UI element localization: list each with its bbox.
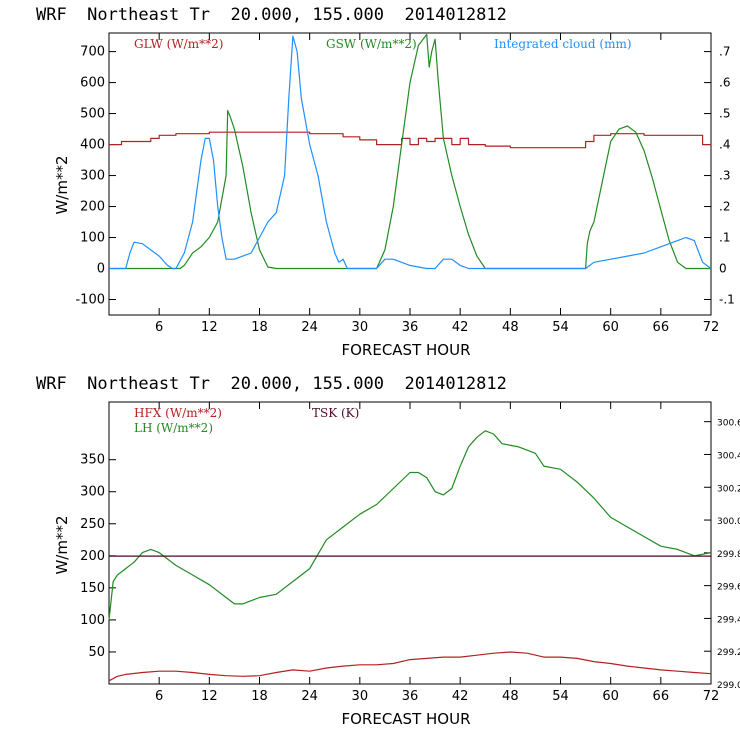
chart-2-x-tick-label: 6	[155, 689, 163, 704]
chart-1-y2-tick-label: .2	[719, 200, 730, 214]
chart-1-y-tick-label: 200	[80, 200, 105, 215]
chart-2-y-axis-label: W/m**2	[53, 515, 71, 574]
chart-1-y-tick-label: 100	[80, 231, 105, 246]
chart-2-x-tick-label: 48	[502, 689, 519, 704]
chart-1-x-tick-label: 72	[703, 320, 720, 335]
chart-2-y2-tick-label: 299.6	[717, 583, 740, 593]
chart-1-series-integrated-line	[109, 35, 712, 270]
chart-2-legend-hfx: HFX (W/m**2)	[134, 406, 222, 420]
chart-1-x-tick-label: 54	[552, 320, 569, 335]
chart-1-x-ticks: 6 12 18 24 30 36 42 48 54 60 66 72	[155, 33, 719, 335]
chart-2-legend-lh: LH (W/m**2)	[134, 421, 213, 435]
chart-1-series-gsw-line	[109, 33, 711, 270]
chart-2-x-axis-label: FORECAST HOUR	[341, 710, 470, 728]
chart-2-y2-tick-label: 300.6	[717, 419, 740, 429]
chart-1-y-tick-label: 300	[80, 169, 105, 184]
chart-1-legend-cloud: Integrated cloud (mm)	[494, 37, 632, 51]
chart-2-y-ticks: 50 100 150 200 250 300 350	[80, 453, 116, 660]
chart-2-y-tick-label: 250	[80, 517, 105, 532]
chart-1-x-tick-label: 6	[155, 320, 163, 335]
chart-2-series-lh-line	[108, 430, 712, 620]
chart-2-x-tick-label: 72	[703, 689, 720, 704]
chart-2-x-ticks: 6 12 18 24 30 36 42 48 54 60 66 72	[155, 402, 719, 704]
chart-1-y-tick-label: 0	[97, 262, 105, 277]
chart-2-y2-tick-label: 299.8	[717, 550, 740, 560]
chart-1-y-axis-label: W/m**2	[53, 155, 71, 214]
chart-1-x-tick-label: 12	[201, 320, 218, 335]
chart-2-x-tick-label: 42	[452, 689, 469, 704]
chart-1-y-tick-label: 500	[80, 107, 105, 122]
chart-1-x-tick-label: 24	[301, 320, 318, 335]
chart-2-y-tick-label: 100	[80, 613, 105, 628]
chart-2-y2-tick-label: 299.4	[717, 615, 740, 625]
chart-2-y2-ticks: 299.0 299.2 299.4 299.6 299.8 300.0 300.2 300.4…	[704, 419, 740, 691]
chart-1-x-tick-label: 60	[602, 320, 619, 335]
chart-1-series-glw-line	[109, 131, 711, 149]
chart-2-y-tick-label: 200	[80, 549, 105, 564]
chart-1-y-tick-label: 700	[80, 45, 105, 60]
chart-1-y2-tick-label: .6	[719, 76, 730, 90]
chart-1-y-ticks: -100 0 100 200 300 400 500 600 700	[75, 45, 116, 308]
chart-2-title: WRF Northeast Tr 20.000, 155.000 2014012…	[36, 374, 507, 394]
chart-2-x-tick-label: 60	[602, 689, 619, 704]
chart-2-x-tick-label: 66	[653, 689, 670, 704]
chart-1-title: WRF Northeast Tr 20.000, 155.000 2014012…	[36, 5, 507, 25]
chart-1-y-tick-label: -100	[75, 293, 105, 308]
chart-1-legend-gsw: GSW (W/m**2)	[326, 37, 417, 51]
chart-2-legend-tsk: TSK (K)	[312, 406, 359, 420]
chart-2-x-tick-label: 12	[201, 689, 218, 704]
chart-1-y2-tick-label: .4	[719, 138, 730, 152]
chart-1-legend-glw: GLW (W/m**2)	[134, 37, 223, 51]
chart-2-x-tick-label: 54	[552, 689, 569, 704]
chart-2-y2-tick-label: 300.2	[717, 484, 740, 494]
chart-1-x-tick-label: 18	[251, 320, 268, 335]
chart-1-series	[109, 33, 712, 270]
chart-1-y2-ticks: -.1 0 .1 .2 .3 .4 .5 .6 .7	[704, 45, 735, 307]
chart-1-y2-tick-label: .3	[719, 169, 730, 183]
chart-1-x-tick-label: 30	[352, 320, 369, 335]
chart-1-x-axis-label: FORECAST HOUR	[341, 341, 470, 359]
chart-2-y-tick-label: 150	[80, 581, 105, 596]
chart-1-y2-tick-label: -.1	[719, 293, 735, 307]
chart-1-x-tick-label: 36	[402, 320, 419, 335]
chart-1-y-tick-label: 600	[80, 76, 105, 91]
chart-2-y-tick-label: 300	[80, 485, 105, 500]
chart-1-x-tick-label: 66	[653, 320, 670, 335]
chart-2-y-tick-label: 50	[88, 645, 105, 660]
chart-2-y2-tick-label: 300.4	[717, 451, 740, 461]
chart-1-y2-tick-label: .5	[719, 107, 730, 121]
chart-2-series	[108, 430, 712, 682]
chart-2-y-tick-label: 350	[80, 453, 105, 468]
chart-1-x-tick-label: 42	[452, 320, 469, 335]
chart-2-x-tick-label: 18	[251, 689, 268, 704]
chart-1-x-tick-label: 48	[502, 320, 519, 335]
chart-2-x-tick-label: 24	[301, 689, 318, 704]
chart-1-y2-tick-label: .1	[719, 231, 730, 245]
chart-2-plot-frame	[108, 401, 712, 685]
chart-2-x-tick-label: 36	[402, 689, 419, 704]
chart-2-y2-tick-label: 299.2	[717, 648, 740, 658]
chart-1-y-tick-label: 400	[80, 138, 105, 153]
chart-2-x-tick-label: 30	[352, 689, 369, 704]
chart-1-y2-tick-label: .7	[719, 45, 730, 59]
chart-1: WRF Northeast Tr 20.000, 155.000 2014012…	[36, 5, 735, 359]
chart-2-series-hfx-line	[108, 651, 712, 682]
chart-1-y2-tick-label: 0	[719, 262, 727, 276]
chart-2-y2-tick-label: 299.0	[717, 681, 740, 691]
chart-2: WRF Northeast Tr 20.000, 155.000 2014012…	[36, 374, 740, 728]
chart-2-y2-tick-label: 300.0	[717, 517, 740, 527]
